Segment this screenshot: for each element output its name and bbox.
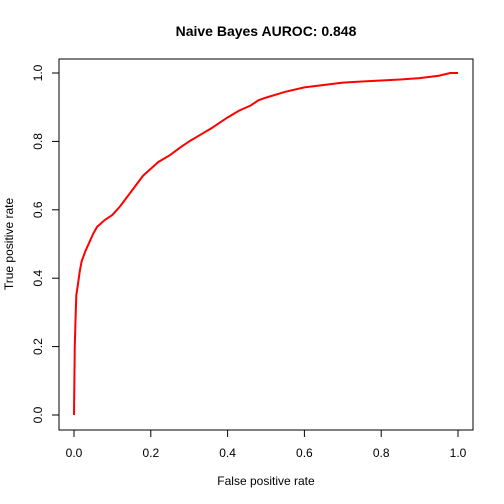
y-tick-label: 0.8 — [31, 133, 45, 150]
x-tick-label: 0.8 — [373, 446, 390, 460]
y-tick-label: 0.0 — [31, 406, 45, 423]
x-tick-label: 0.6 — [296, 446, 313, 460]
roc-curve-line — [73, 72, 458, 416]
chart-title: Naive Bayes AUROC: 0.848 — [176, 23, 357, 39]
x-tick-label: 0.0 — [66, 446, 83, 460]
y-tick-label: 1.0 — [31, 64, 45, 81]
y-tick-label: 0.4 — [31, 270, 45, 287]
x-axis: 0.0 0.2 0.4 0.6 0.8 1.0 — [66, 429, 467, 460]
x-tick-label: 0.2 — [142, 446, 159, 460]
y-axis: 0.0 0.2 0.4 0.6 0.8 1.0 — [31, 64, 60, 423]
y-tick-label: 0.6 — [31, 201, 45, 218]
y-tick-label: 0.2 — [31, 338, 45, 355]
y-axis-label: True positive rate — [2, 198, 16, 291]
x-axis-label: False positive rate — [217, 474, 315, 488]
x-tick-label: 1.0 — [450, 446, 467, 460]
x-tick-label: 0.4 — [219, 446, 236, 460]
plot-box — [58, 58, 474, 431]
